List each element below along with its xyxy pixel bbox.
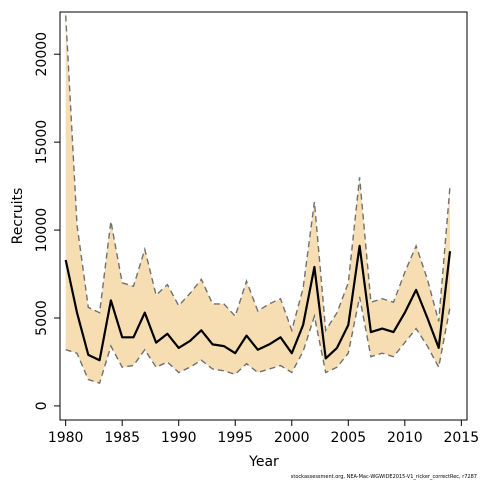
credit-text: stockassessment.org, NEA-Mac-WGWIDE2015-… (291, 474, 477, 480)
estimate-line-layer (64, 244, 452, 362)
estimate-line (64, 244, 452, 362)
x-tick-label: 2005 (330, 430, 366, 446)
plot-frame (59, 11, 468, 421)
x-axis-title: Year (248, 454, 279, 470)
x-tick-label: 1990 (161, 430, 197, 446)
y-tick-label: 10000 (34, 208, 50, 253)
confidence-band-layer (65, 15, 450, 384)
lower-ci-line (65, 296, 451, 384)
y-axis-title: Recruits (10, 188, 26, 245)
x-tick-label: 1995 (217, 430, 253, 446)
y-tick-label: 5000 (34, 300, 50, 336)
x-axis: 1980 1985 1990 1995 2000 2005 2010 2015 (48, 420, 479, 446)
y-axis: 0 5000 10000 15000 20000 (34, 32, 60, 410)
x-tick-label: 1985 (104, 430, 140, 446)
y-tick-label: 15000 (34, 120, 50, 165)
confidence-band (65, 15, 450, 384)
x-tick-label: 2000 (274, 430, 310, 446)
x-tick-label: 2015 (444, 430, 480, 446)
upper-ci-line (65, 15, 451, 333)
x-tick-label: 1980 (48, 430, 84, 446)
y-tick-label: 0 (34, 401, 50, 410)
ci-lines-layer (65, 15, 451, 384)
x-tick-label: 2010 (387, 430, 423, 446)
y-tick-label: 20000 (34, 32, 50, 77)
